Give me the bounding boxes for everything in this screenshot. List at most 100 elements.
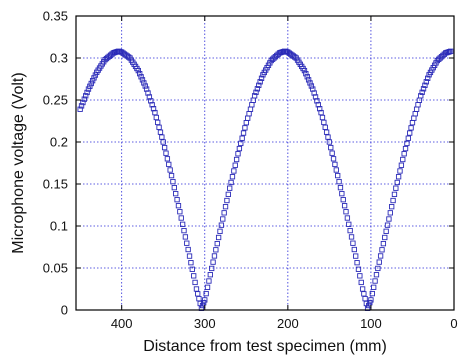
data-point [229,174,236,180]
data-point [192,279,198,286]
data-point [389,204,395,210]
data-point [171,184,177,191]
x-axis-title: Distance from test specimen (mm) [143,338,387,355]
data-point [303,71,309,77]
data-point [77,106,83,112]
data-point [164,156,171,162]
data-point [393,185,399,191]
data-point [346,221,352,227]
data-point [395,174,402,180]
data-point [420,86,427,92]
data-point [308,83,315,89]
data-point [391,191,398,198]
data-point [81,96,87,102]
data-point [92,72,99,78]
x-tick-label: 200 [277,316,299,331]
data-point [256,82,262,88]
data-point [307,80,313,86]
data-point [382,234,388,241]
data-point [220,216,226,222]
data-point [351,246,357,253]
data-point [141,80,147,86]
data-point [418,93,424,99]
data-point [375,265,381,272]
data-point [204,284,211,290]
data-point [155,119,161,126]
data-point [143,86,150,92]
data-point [159,134,165,140]
data-point [182,234,189,240]
x-axis-tick-labels: 400 300 200 100 0 [111,316,458,331]
data-point [357,273,363,279]
data-point [218,222,225,228]
x-tick-label: 100 [360,316,382,331]
data-point [181,227,187,234]
data-point [394,179,400,186]
data-point [411,115,417,121]
data-point [321,119,327,126]
data-point [251,93,258,99]
data-point [415,102,421,108]
data-point [150,106,157,112]
data-point [350,240,356,246]
data-point [333,167,339,173]
data-point [83,93,89,99]
data-point [329,150,335,156]
data-point [163,150,169,156]
data-point [336,178,342,185]
data-point [139,77,146,83]
data-point [188,260,194,266]
data-point [149,102,155,108]
data-point [314,98,320,104]
data-point [209,265,215,272]
y-axis-tick-labels: 0 0.05 0.1 0.15 0.2 0.25 0.3 0.35 [43,9,68,318]
data-point [175,203,182,209]
data-point [383,228,389,234]
data-point [145,90,151,96]
data-point [257,79,263,85]
data-point [242,125,248,131]
data-point [343,209,349,215]
data-point [412,111,418,117]
data-point [330,156,337,162]
data-point [210,259,216,265]
data-point [233,156,240,163]
data-point [390,197,396,204]
data-point [207,272,213,278]
data-point [258,75,265,81]
data-point [362,296,368,302]
data-point [312,94,319,100]
y-tick-label: 0 [61,303,68,318]
data-point [148,98,154,104]
data-point [337,184,344,191]
data-point [88,80,94,87]
data-point [215,234,222,241]
data-point [322,124,328,130]
data-point [339,191,345,197]
data-point [422,82,428,88]
data-point [80,99,86,106]
data-point [419,89,425,95]
data-point [247,106,254,112]
data-point [301,67,308,74]
data-point [400,156,406,163]
data-point [166,161,172,168]
data-point [372,278,378,284]
data-point [213,247,219,253]
data-point [227,185,233,191]
data-point [142,83,148,89]
data-point [408,125,414,131]
data-point [235,151,241,157]
data-point [168,172,175,179]
data-point [340,197,346,203]
data-point [232,162,238,168]
data-point [332,161,338,168]
data-point [206,278,212,284]
data-point [380,240,387,247]
series-markers [77,48,454,311]
data-point [317,106,323,112]
data-point [184,240,190,246]
data-point [186,253,193,259]
